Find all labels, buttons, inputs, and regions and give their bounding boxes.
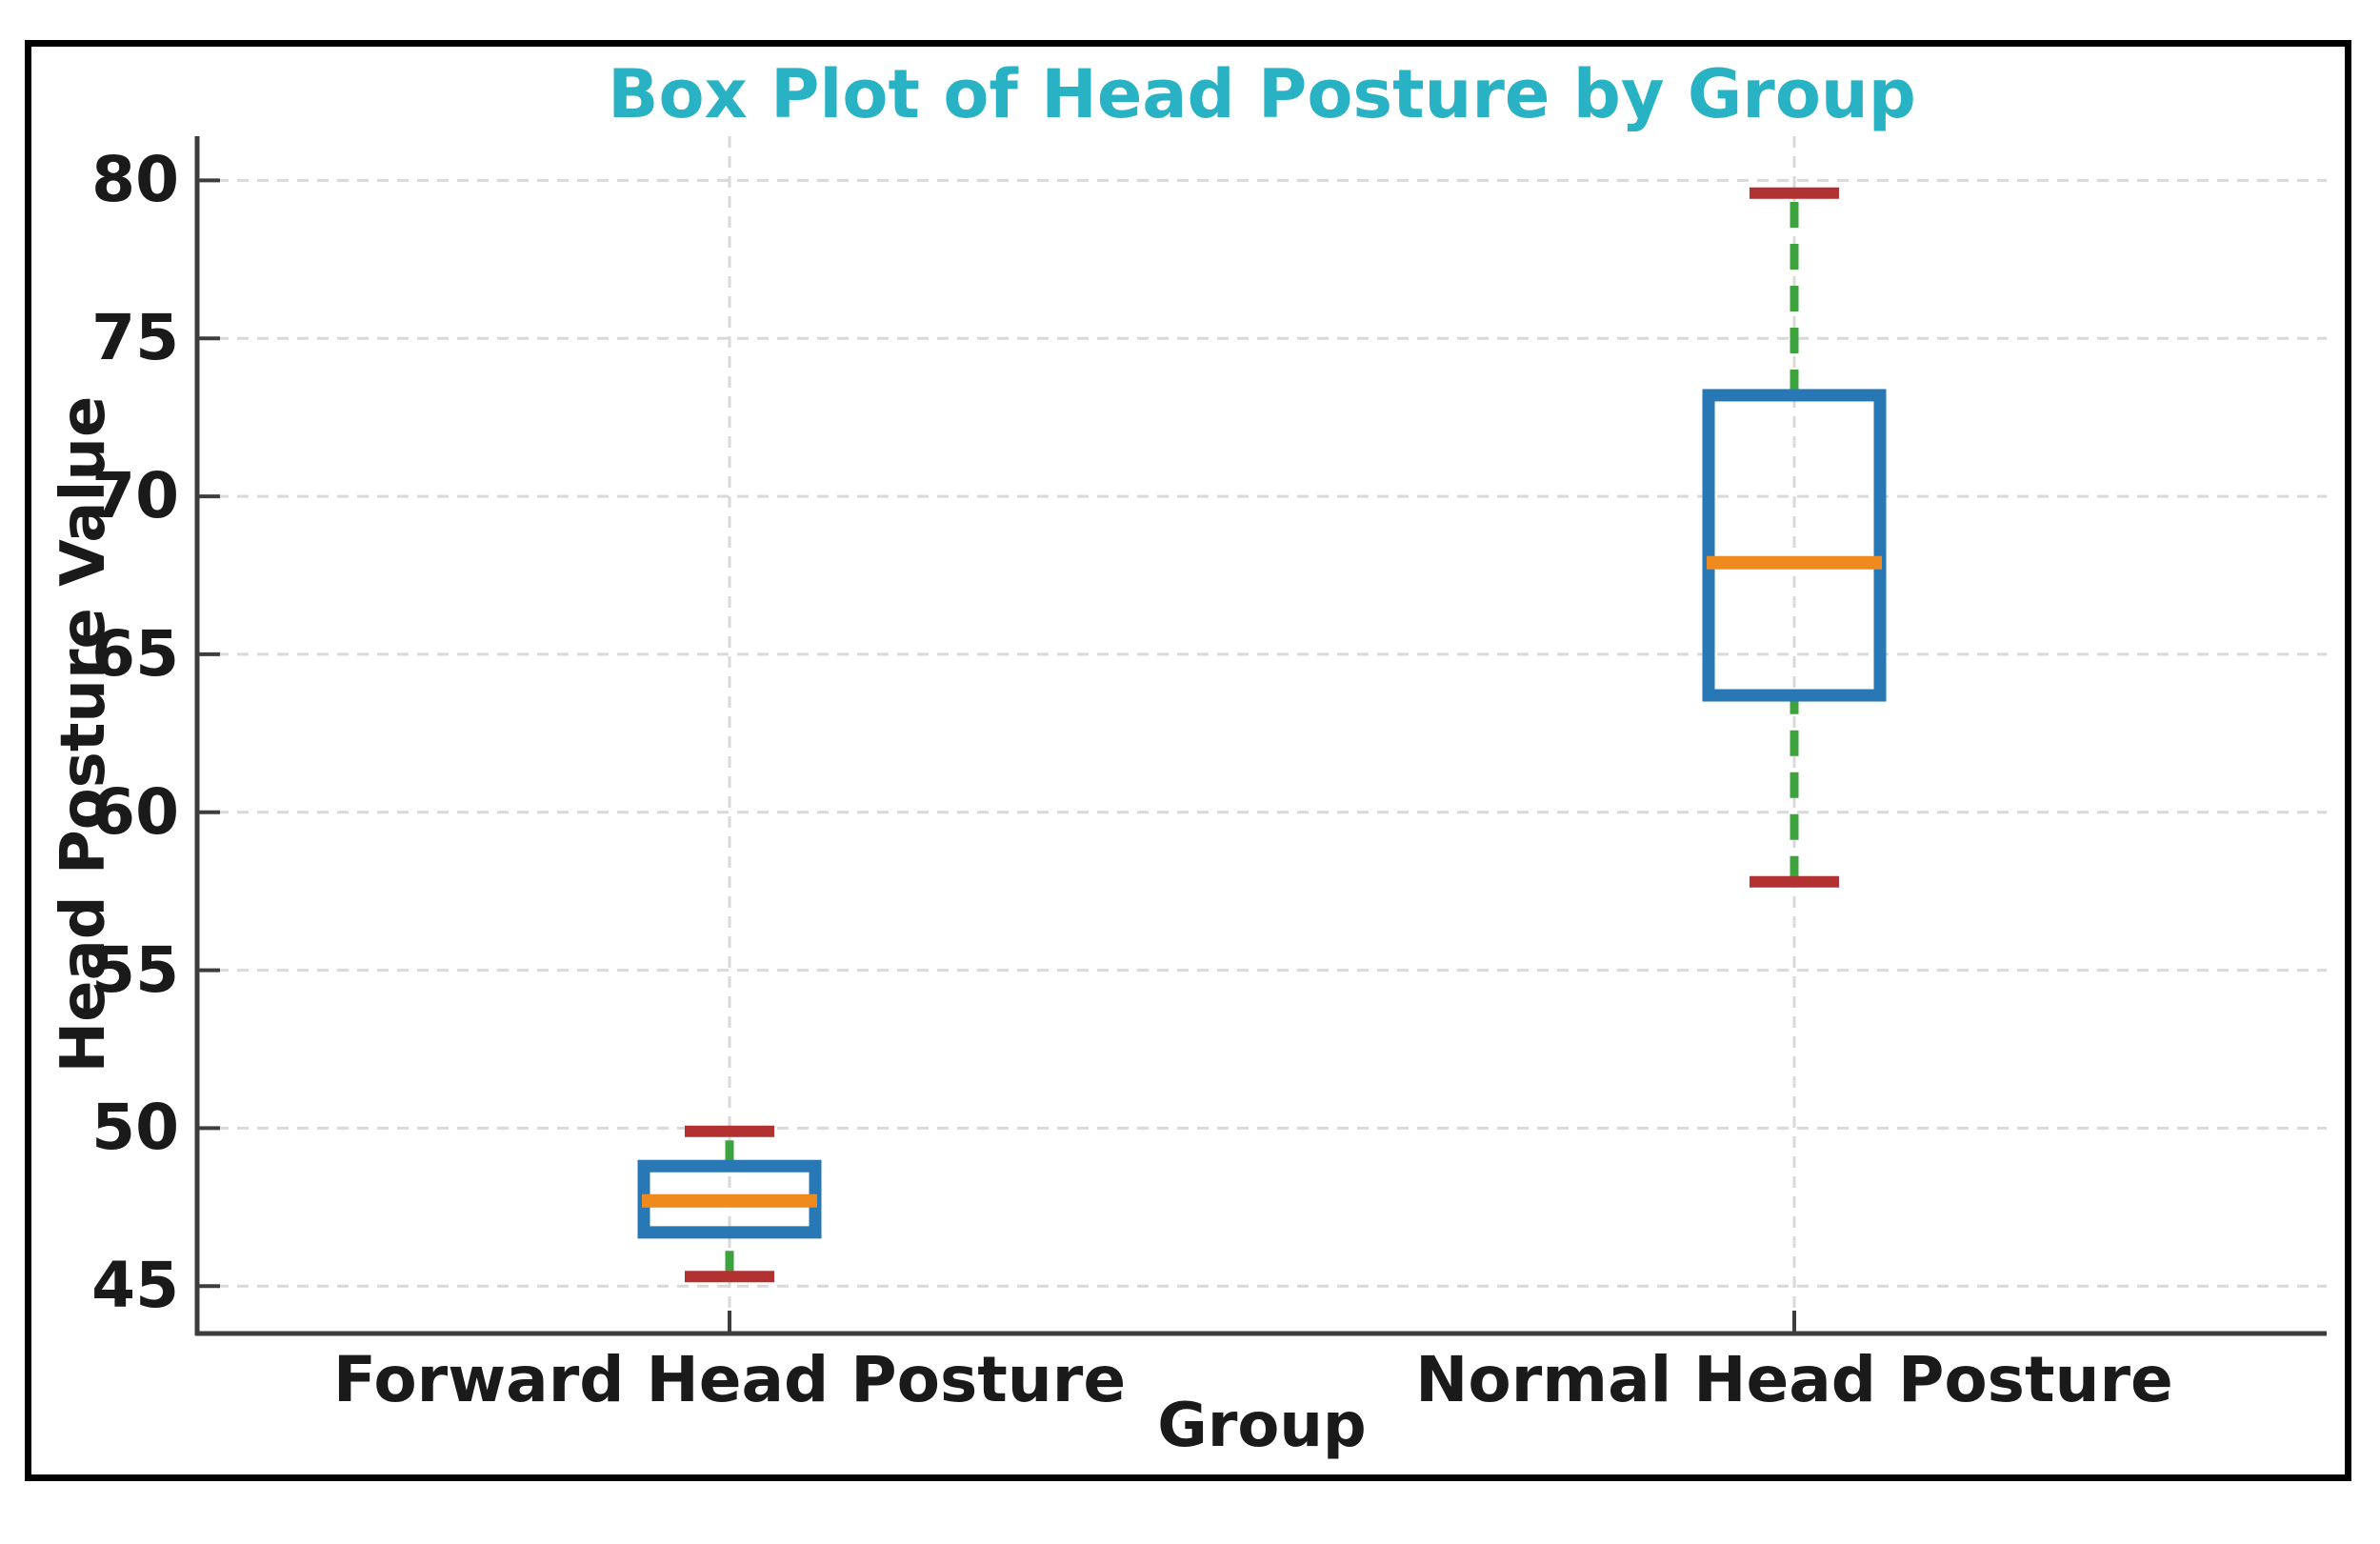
y-tick-label: 75 (91, 301, 179, 375)
y-tick-label: 60 (91, 774, 179, 849)
y-tick-label: 55 (91, 932, 179, 1007)
y-tick-label: 65 (91, 616, 179, 691)
x-tick-label: Normal Head Posture (1415, 1343, 2173, 1416)
y-tick-label: 50 (91, 1091, 179, 1165)
y-tick-label: 70 (91, 459, 179, 533)
x-axis-label: Group (1157, 1391, 1367, 1461)
box (1702, 389, 1887, 702)
chart-title: Box Plot of Head Posture by Group (608, 55, 1916, 133)
x-tick-label: Forward Head Posture (332, 1343, 1127, 1416)
y-tick-label: 45 (91, 1249, 179, 1323)
y-tick-label: 80 (91, 143, 179, 217)
figure-border (25, 40, 2351, 1481)
